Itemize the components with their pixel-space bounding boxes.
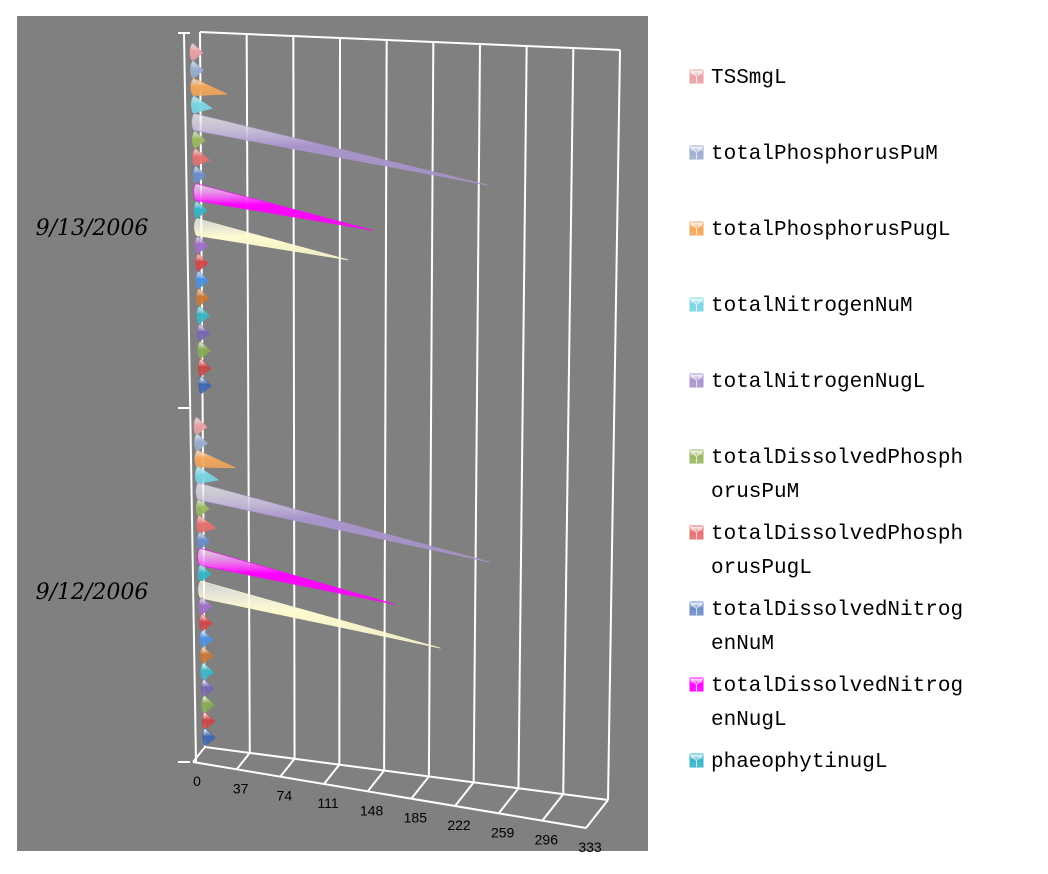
legend-item: phaeophytinugL: [689, 751, 887, 774]
legend-label: totalNitrogenNugL: [711, 371, 925, 394]
legend-label: orusPuM: [711, 481, 799, 504]
gridlines: [192, 31, 621, 829]
cone-bar: [194, 218, 349, 261]
x-tick-label: 37: [233, 780, 249, 796]
cone-bar: [189, 43, 204, 61]
gridline: [607, 49, 621, 801]
floor-gridline: [235, 752, 251, 770]
x-tick-label: 222: [447, 817, 471, 833]
cone-bar: [192, 148, 211, 166]
legend-swatch-facet: [689, 449, 704, 463]
legend-item: totalNitrogenNugL: [689, 371, 925, 394]
floor-gridline: [366, 769, 385, 792]
gridline: [427, 41, 435, 777]
legend-swatch-facet: [689, 677, 704, 691]
x-tick-label: 185: [404, 810, 428, 826]
legend-swatch-facet: [689, 69, 704, 83]
x-tick-label: 296: [535, 832, 559, 848]
gridline: [472, 43, 481, 783]
legend-label: totalDissolvedPhosph: [711, 523, 963, 546]
legend-item: totalDissolvedNitrog enNugL: [689, 675, 963, 732]
legend-item: totalDissolvedNitrog enNuM: [689, 599, 963, 656]
cone-bar: [195, 271, 210, 289]
legend-swatch-facet: [689, 525, 704, 539]
gridline: [562, 47, 575, 795]
legend-label: totalDissolvedNitrog: [711, 599, 963, 622]
cone-bar: [190, 60, 204, 79]
floor-gridline: [279, 758, 296, 778]
x-tick-label: 74: [277, 788, 293, 804]
floor-gridline: [497, 787, 520, 814]
legend-item: TSSmgL: [689, 67, 787, 90]
legend-item: totalPhosphorusPuM: [689, 143, 938, 166]
x-axis-tick-labels: 0 37 74 111 148 185 222 259 296 333: [193, 773, 602, 855]
legend-swatch-facet: [689, 753, 704, 767]
category-label: 9/13/2006: [36, 216, 149, 241]
category-labels: 9/13/2006 9/12/2006: [36, 216, 149, 605]
floor-front-edge: [192, 761, 587, 829]
legend-label: totalNitrogenNuM: [711, 295, 913, 318]
cone-bar: [192, 165, 207, 184]
legend-label: totalPhosphorusPugL: [711, 219, 950, 242]
cone-bar: [191, 95, 213, 114]
legend: TSSmgL totalPhosphorusPuM totalPhosphorusP…: [689, 67, 963, 774]
x-tick-label: 0: [193, 773, 201, 789]
legend-item: totalNitrogenNuM: [689, 295, 913, 318]
cone-bar: [191, 113, 489, 186]
cone-bar: [202, 728, 217, 746]
cone-bar: [193, 200, 208, 219]
x-tick-label: 148: [360, 802, 384, 818]
x-tick-label: 259: [491, 824, 515, 840]
legend-label: TSSmgL: [711, 67, 787, 90]
cone-bar: [193, 183, 374, 231]
legend-swatch-facet: [689, 297, 704, 311]
gridline: [292, 35, 296, 759]
cone-bar: [191, 130, 206, 149]
floor-gridline: [410, 775, 430, 800]
legend-label: enNugL: [711, 709, 787, 732]
legend-item: totalDissolvedPhosph orusPugL: [689, 523, 963, 580]
gridline: [245, 33, 251, 753]
legend-label: phaeophytinugL: [711, 751, 887, 774]
floor-gridline: [454, 781, 475, 807]
legend-label: enNuM: [711, 633, 774, 656]
legend-swatch-facet: [689, 373, 704, 387]
back-bottom-edge: [204, 746, 609, 801]
cone-bar: [196, 288, 210, 307]
legend-item: totalPhosphorusPugL: [689, 219, 950, 242]
legend-label: totalDissolvedNitrog: [711, 675, 963, 698]
cone-bar: [195, 253, 209, 272]
cone-bar: [196, 306, 211, 324]
cone-bar: [197, 358, 212, 377]
cone-bar: [194, 235, 209, 254]
legend-swatch-facet: [689, 601, 704, 615]
axes: [178, 31, 621, 829]
legend-label: orusPugL: [711, 557, 812, 580]
legend-item: totalDissolvedPhosph orusPuM: [689, 447, 963, 504]
floor-gridline: [323, 764, 341, 785]
cone-bar: [197, 341, 212, 359]
cone-bar: [198, 376, 213, 394]
gridline: [338, 37, 341, 765]
legend-swatch-facet: [689, 145, 704, 159]
back-top-edge: [199, 31, 621, 51]
x-tick-label: 111: [317, 795, 338, 811]
floor-gridline: [541, 793, 565, 822]
legend-swatch-facet: [689, 221, 704, 235]
data-cones: [189, 43, 491, 746]
plot-background: [17, 16, 648, 851]
floor-gridline: [585, 799, 609, 829]
legend-label: totalDissolvedPhosph: [711, 447, 963, 470]
cone-bar: [190, 78, 228, 96]
gridline: [517, 45, 528, 789]
legend-label: totalPhosphorusPuM: [711, 143, 938, 166]
category-axis: [183, 32, 197, 763]
category-label: 9/12/2006: [36, 580, 149, 605]
cone-bar: [196, 323, 211, 342]
x-tick-label: 333: [578, 839, 602, 855]
